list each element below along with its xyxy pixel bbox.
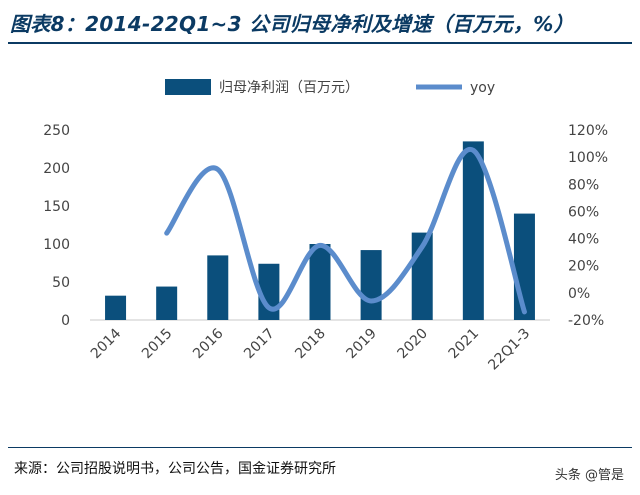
y-right-tick-label: 80% — [568, 177, 599, 193]
x-tick-label: 2015 — [139, 326, 176, 363]
y-left-tick-label: 150 — [43, 199, 70, 215]
y-right-tick-label: 20% — [568, 259, 599, 275]
x-tick-label: 2018 — [292, 326, 329, 363]
watermark: 头条 @管是 — [550, 464, 628, 483]
x-tick-label: 2016 — [190, 325, 227, 362]
y-left-tick-label: 50 — [52, 275, 70, 291]
y-left-tick-label: 0 — [61, 313, 70, 329]
y-right-tick-label: 100% — [568, 150, 608, 166]
y-left-tick-label: 250 — [43, 123, 70, 139]
x-tick-label: 2017 — [241, 326, 278, 363]
x-tick-label: 2014 — [88, 325, 125, 362]
y-right-tick-label: 0% — [568, 286, 590, 302]
x-tick-label: 2020 — [395, 326, 432, 363]
x-tick-label: 22Q1-3 — [485, 326, 533, 374]
bar-2016 — [207, 255, 229, 320]
y-right-tick-label: 120% — [568, 123, 608, 139]
bar-2018 — [309, 244, 331, 320]
y-left-tick-label: 100 — [43, 237, 70, 253]
y-right-tick-label: 60% — [568, 204, 599, 220]
x-tick-label: 2021 — [446, 326, 483, 363]
chart-title: 图表8：2014-22Q1~3 公司归母净利及增速（百万元，%） — [10, 12, 574, 36]
title-rule — [8, 42, 632, 44]
x-tick-label: 2019 — [343, 326, 380, 363]
legend-label-bar: 归母净利润（百万元） — [219, 79, 359, 96]
bar-2015 — [156, 286, 178, 320]
footer-rule — [8, 447, 632, 448]
y-left-tick-label: 200 — [43, 161, 70, 177]
source-note: 来源：公司招股说明书，公司公告，国金证券研究所 — [14, 461, 336, 477]
legend-label-line: yoy — [470, 80, 495, 96]
y-right-tick-label: -20% — [568, 313, 604, 329]
bar-2014 — [105, 295, 127, 320]
legend-swatch-bar — [165, 79, 211, 95]
y-right-tick-label: 40% — [568, 232, 599, 248]
bar-2021 — [462, 141, 484, 320]
bar-2017 — [258, 263, 280, 320]
bar-2019 — [360, 250, 382, 320]
